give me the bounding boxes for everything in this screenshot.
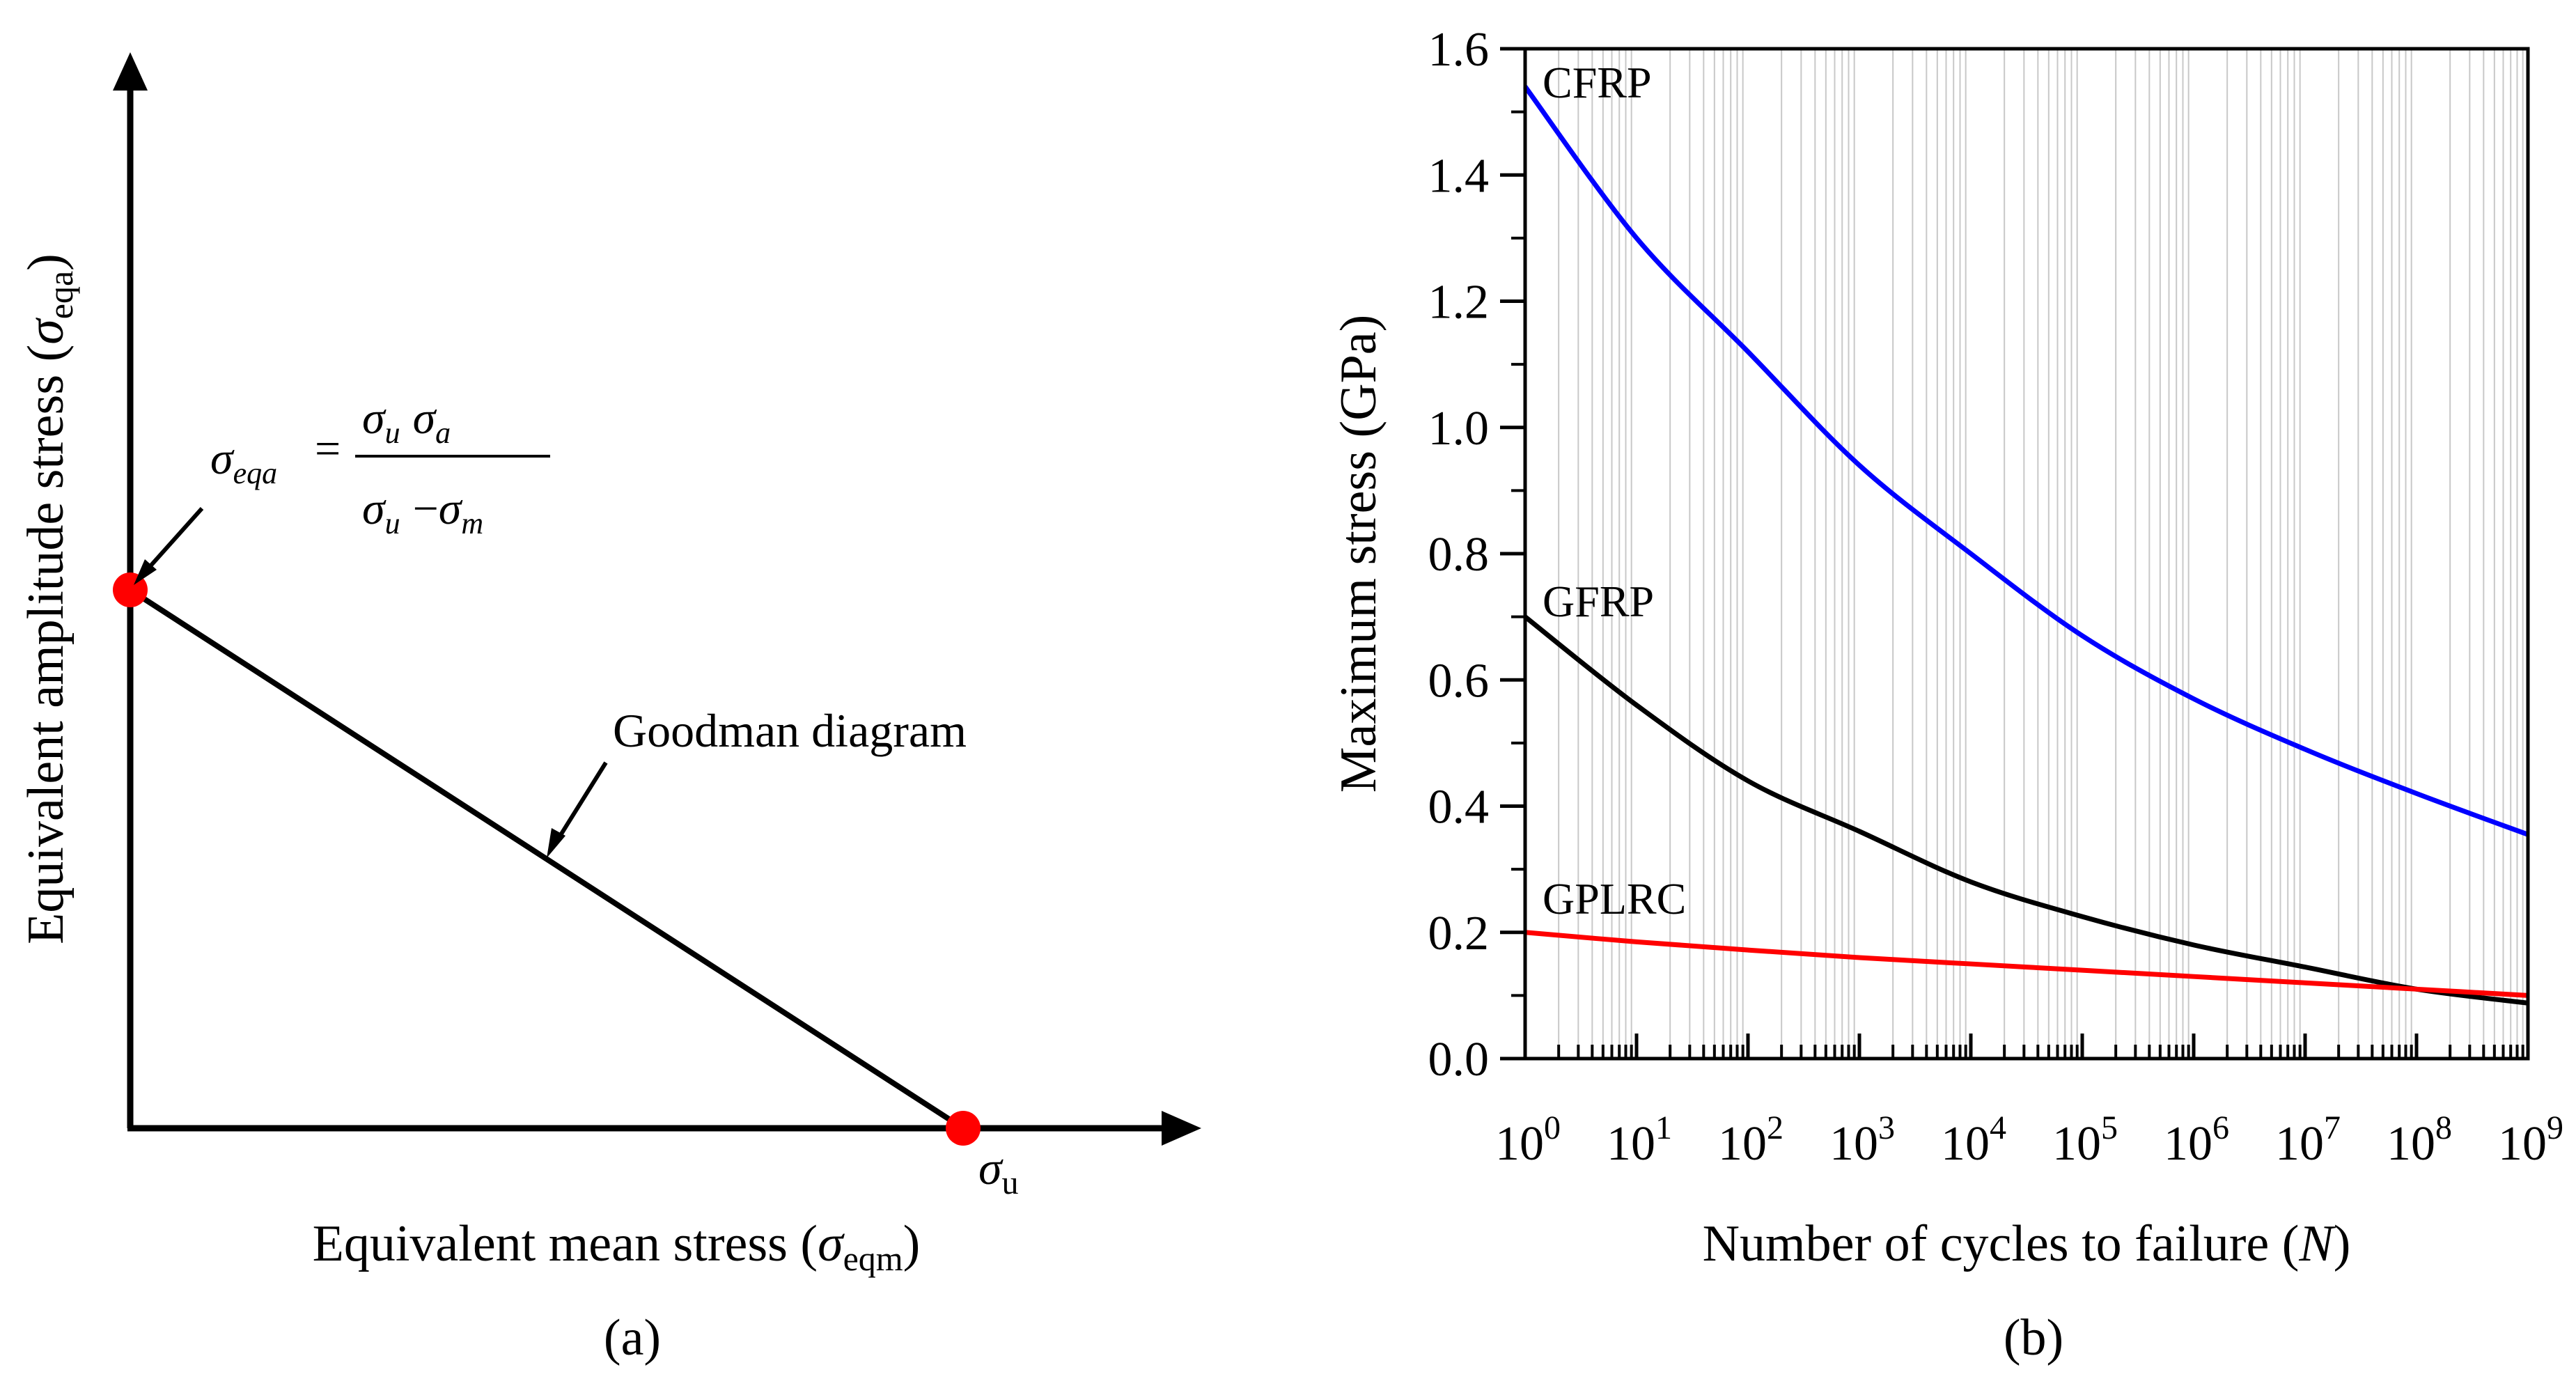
y-tick-label: 1.2 [1428,276,1490,329]
series-label-gfrp: GFRP [1543,577,1654,626]
y-tick-label: 1.6 [1428,23,1490,77]
formula-denominator: σu −σm [362,483,483,540]
x-tick-label: 109 [2498,1109,2563,1171]
eqa-formula: σeqa = σu σa σu −σm [210,393,550,540]
y-tick-label: 0.4 [1428,781,1490,834]
panel-b-tick-labels: 0.0 0.2 0.4 0.6 0.8 1.0 1.2 1.4 1.6 100 101 102 103 1… [1428,23,2564,1171]
panel-a-x-axis-arrow [1162,1111,1201,1146]
x-tick-label: 103 [1829,1109,1895,1171]
panel-b-ticks [1500,47,2530,1061]
goodman-annotation-arrow [552,761,608,848]
goodman-annotation-arrow-head [547,828,565,858]
series-line-gfrp [1523,614,2529,1006]
x-tick-label: 108 [2387,1109,2452,1171]
y-tick-label: 1.0 [1428,402,1490,455]
panel-a-y-axis-arrow [113,52,148,91]
panel-b-caption: (b) [2004,1309,2063,1366]
series-label-gplrc: GPLRC [1543,874,1686,923]
panel-a-y-axis-label: Equivalent amplitude stress (σeqa) [17,254,80,944]
formula-lhs: σeqa [210,433,277,490]
panel-b-plot-frame [1523,47,2530,1061]
x-tick-label: 101 [1607,1109,1672,1171]
x-tick-label: 102 [1718,1109,1783,1171]
y-tick-label: 1.4 [1428,149,1490,203]
panel-a-x-axis-label: Equivalent mean stress (σeqm) [313,1215,921,1278]
series-label-cfrp: CFRP [1543,58,1652,107]
panel-a: Goodman diagram σu σeqa = σu σa σu −σm Equ… [17,52,1201,1366]
y-tick-label: 0.8 [1428,528,1490,582]
panel-b-y-axis-label: Maximum stress (GPa) [1330,315,1387,793]
y-tick-label: 0.6 [1428,654,1490,708]
x-tick-label: 100 [1495,1109,1561,1171]
point-sigma-u [946,1111,981,1146]
x-tick-label: 104 [1941,1109,2006,1171]
formula-numerator: σu σa [362,393,451,450]
formula-equals: = [315,423,341,474]
goodman-annotation-label: Goodman diagram [613,704,967,757]
goodman-line [128,587,965,1131]
panel-b-x-axis-label: Number of cycles to failure (N) [1703,1215,2351,1272]
formula-arrow-head [134,559,157,585]
panel-b-grid [1558,49,2524,1059]
x-tick-label: 106 [2164,1109,2229,1171]
x-tick-label: 107 [2275,1109,2341,1171]
y-tick-label: 0.2 [1428,907,1490,960]
sigma-u-label: σu [978,1141,1019,1201]
panel-a-caption: (a) [604,1309,661,1366]
series-line-cfrp [1523,85,2529,837]
y-tick-label: 0.0 [1428,1033,1490,1086]
formula-arrow [141,506,204,577]
panel-b-series [1523,85,2529,1006]
panel-b: 0.0 0.2 0.4 0.6 0.8 1.0 1.2 1.4 1.6 100 101 102 103 1… [1330,23,2563,1366]
series-line-gplrc [1524,930,2529,998]
x-tick-label: 105 [2052,1109,2118,1171]
